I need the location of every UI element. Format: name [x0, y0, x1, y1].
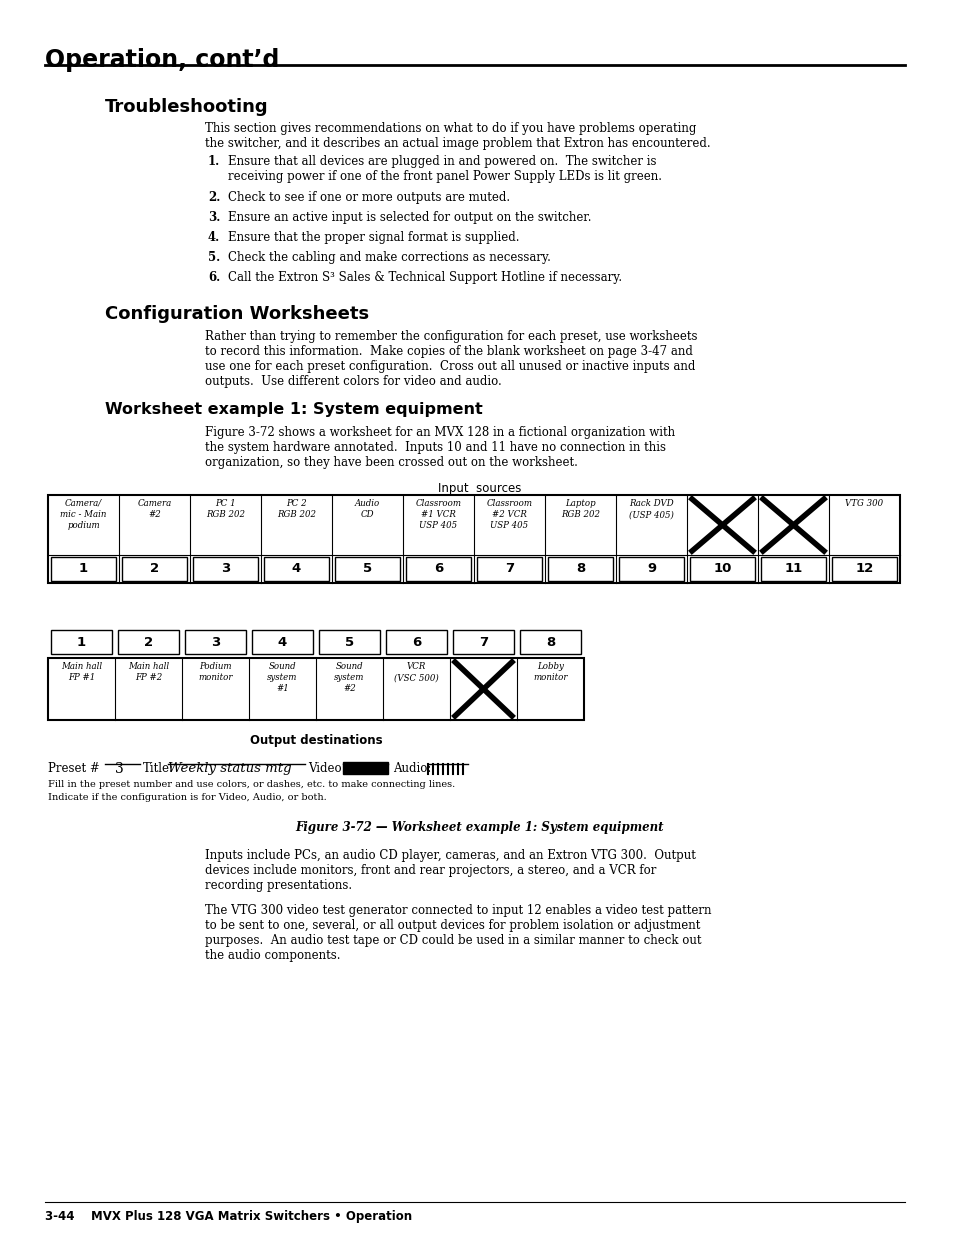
Text: 7: 7 — [504, 562, 514, 576]
Text: 3.: 3. — [208, 211, 220, 224]
Text: 8: 8 — [545, 636, 555, 648]
Bar — [193, 557, 257, 580]
Text: PC 1
RGB 202: PC 1 RGB 202 — [206, 499, 245, 519]
Bar — [547, 557, 613, 580]
Text: Operation, cont’d: Operation, cont’d — [45, 48, 279, 72]
Text: Sound
system
#2: Sound system #2 — [334, 662, 364, 693]
Text: Ensure that the proper signal format is supplied.: Ensure that the proper signal format is … — [228, 231, 519, 245]
Text: Check to see if one or more outputs are muted.: Check to see if one or more outputs are … — [228, 191, 510, 204]
Text: Camera/
mic - Main
podium: Camera/ mic - Main podium — [60, 499, 107, 530]
Text: Title:: Title: — [143, 762, 173, 776]
Bar — [386, 630, 447, 655]
Text: Troubleshooting: Troubleshooting — [105, 98, 269, 116]
Text: 8: 8 — [576, 562, 584, 576]
Text: Rather than trying to remember the configuration for each preset, use worksheets: Rather than trying to remember the confi… — [205, 330, 697, 388]
Text: Call the Extron S³ Sales & Technical Support Hotline if necessary.: Call the Extron S³ Sales & Technical Sup… — [228, 270, 621, 284]
Text: 9: 9 — [646, 562, 656, 576]
Bar — [519, 630, 580, 655]
Bar — [51, 557, 116, 580]
Text: Check the cabling and make corrections as necessary.: Check the cabling and make corrections a… — [228, 251, 550, 264]
Text: 12: 12 — [855, 562, 873, 576]
Bar — [335, 557, 399, 580]
Text: 10: 10 — [713, 562, 731, 576]
Text: Main hall
FP #2: Main hall FP #2 — [128, 662, 169, 682]
Text: 3: 3 — [211, 636, 220, 648]
Bar — [48, 495, 899, 583]
Text: 5.: 5. — [208, 251, 220, 264]
Text: 4: 4 — [277, 636, 287, 648]
Text: 2.: 2. — [208, 191, 220, 204]
Text: 3: 3 — [221, 562, 230, 576]
Text: Rack DVD
(USP 405): Rack DVD (USP 405) — [628, 499, 673, 519]
Text: Inputs include PCs, an audio CD player, cameras, and an Extron VTG 300.  Output
: Inputs include PCs, an audio CD player, … — [205, 848, 695, 892]
Text: Indicate if the configuration is for Video, Audio, or both.: Indicate if the configuration is for Vid… — [48, 793, 327, 802]
Text: Camera
#2: Camera #2 — [137, 499, 172, 519]
Bar — [760, 557, 825, 580]
Text: 6: 6 — [434, 562, 442, 576]
Text: Worksheet example 1: System equipment: Worksheet example 1: System equipment — [105, 403, 482, 417]
Text: Preset #: Preset # — [48, 762, 100, 776]
Text: This section gives recommendations on what to do if you have problems operating
: This section gives recommendations on wh… — [205, 122, 710, 149]
Text: 1: 1 — [77, 636, 86, 648]
Text: Audio
CD: Audio CD — [355, 499, 379, 519]
Text: PC 2
RGB 202: PC 2 RGB 202 — [276, 499, 315, 519]
Bar — [343, 762, 388, 774]
Text: 2: 2 — [150, 562, 159, 576]
Text: 6: 6 — [412, 636, 420, 648]
Text: 3-44    MVX Plus 128 VGA Matrix Switchers • Operation: 3-44 MVX Plus 128 VGA Matrix Switchers •… — [45, 1210, 412, 1223]
Text: Sound
system
#1: Sound system #1 — [267, 662, 297, 693]
Text: VTG 300: VTG 300 — [844, 499, 882, 508]
Text: 7: 7 — [478, 636, 488, 648]
Text: Input  sources: Input sources — [437, 482, 521, 495]
Text: Classroom
#1 VCR
USP 405: Classroom #1 VCR USP 405 — [416, 499, 461, 530]
Text: Video:: Video: — [308, 762, 345, 776]
Text: Fill in the preset number and use colors, or dashes, etc. to make connecting lin: Fill in the preset number and use colors… — [48, 781, 455, 789]
Bar — [252, 630, 313, 655]
Bar — [264, 557, 329, 580]
Text: The VTG 300 video test generator connected to input 12 enables a video test patt: The VTG 300 video test generator connect… — [205, 904, 711, 962]
Text: 5: 5 — [362, 562, 372, 576]
Text: 3: 3 — [115, 762, 124, 776]
Text: Ensure an active input is selected for output on the switcher.: Ensure an active input is selected for o… — [228, 211, 591, 224]
Text: Output destinations: Output destinations — [250, 734, 382, 747]
Text: 1.: 1. — [208, 156, 220, 168]
Text: 1: 1 — [79, 562, 88, 576]
Text: 4.: 4. — [208, 231, 220, 245]
Bar — [831, 557, 896, 580]
Bar — [122, 557, 187, 580]
Bar — [453, 630, 514, 655]
Text: Classroom
#2 VCR
USP 405: Classroom #2 VCR USP 405 — [486, 499, 532, 530]
Text: 4: 4 — [292, 562, 301, 576]
Text: Configuration Worksheets: Configuration Worksheets — [105, 305, 369, 324]
Bar — [689, 557, 754, 580]
Text: Podium
monitor: Podium monitor — [198, 662, 233, 682]
Text: Main hall
FP #1: Main hall FP #1 — [61, 662, 102, 682]
Text: Audio:: Audio: — [393, 762, 431, 776]
Text: 5: 5 — [345, 636, 354, 648]
Bar — [118, 630, 179, 655]
Text: Weekly status mtg: Weekly status mtg — [168, 762, 292, 776]
Bar — [185, 630, 246, 655]
Bar — [51, 630, 112, 655]
Bar — [618, 557, 683, 580]
Bar — [318, 630, 379, 655]
Bar — [476, 557, 541, 580]
Text: Lobby
monitor: Lobby monitor — [533, 662, 567, 682]
Text: Ensure that all devices are plugged in and powered on.  The switcher is
receivin: Ensure that all devices are plugged in a… — [228, 156, 661, 183]
Text: 2: 2 — [144, 636, 152, 648]
Bar — [48, 658, 583, 720]
Bar — [406, 557, 471, 580]
Text: 11: 11 — [783, 562, 801, 576]
Text: Figure 3-72 — Worksheet example 1: System equipment: Figure 3-72 — Worksheet example 1: Syste… — [295, 821, 663, 834]
Text: Laptop
RGB 202: Laptop RGB 202 — [560, 499, 599, 519]
Text: VCR
(VSC 500): VCR (VSC 500) — [394, 662, 438, 682]
Text: Figure 3-72 shows a worksheet for an MVX 128 in a fictional organization with
th: Figure 3-72 shows a worksheet for an MVX… — [205, 426, 675, 469]
Text: 6.: 6. — [208, 270, 220, 284]
